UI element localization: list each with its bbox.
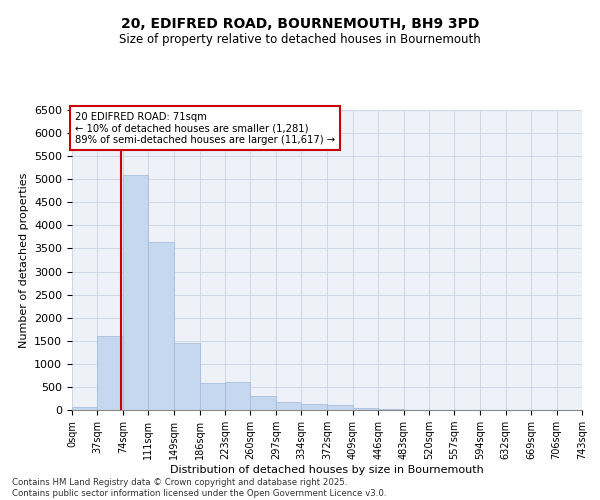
Bar: [301, 404, 328, 410]
Bar: [328, 406, 353, 410]
Bar: [72, 406, 97, 410]
Bar: [148, 242, 174, 410]
X-axis label: Distribution of detached houses by size in Bournemouth: Distribution of detached houses by size …: [170, 465, 484, 475]
Bar: [353, 408, 378, 410]
Y-axis label: Number of detached properties: Number of detached properties: [19, 172, 29, 348]
Bar: [174, 343, 200, 410]
Text: 20 EDIFRED ROAD: 71sqm
← 10% of detached houses are smaller (1,281)
89% of semi-: 20 EDIFRED ROAD: 71sqm ← 10% of detached…: [74, 112, 335, 144]
Bar: [276, 402, 301, 410]
Text: Contains HM Land Registry data © Crown copyright and database right 2025.
Contai: Contains HM Land Registry data © Crown c…: [12, 478, 386, 498]
Text: 20, EDIFRED ROAD, BOURNEMOUTH, BH9 3PD: 20, EDIFRED ROAD, BOURNEMOUTH, BH9 3PD: [121, 18, 479, 32]
Bar: [97, 336, 123, 410]
Bar: [123, 174, 148, 410]
Bar: [225, 382, 250, 410]
Text: Size of property relative to detached houses in Bournemouth: Size of property relative to detached ho…: [119, 32, 481, 46]
Bar: [200, 383, 225, 410]
Bar: [250, 396, 276, 410]
